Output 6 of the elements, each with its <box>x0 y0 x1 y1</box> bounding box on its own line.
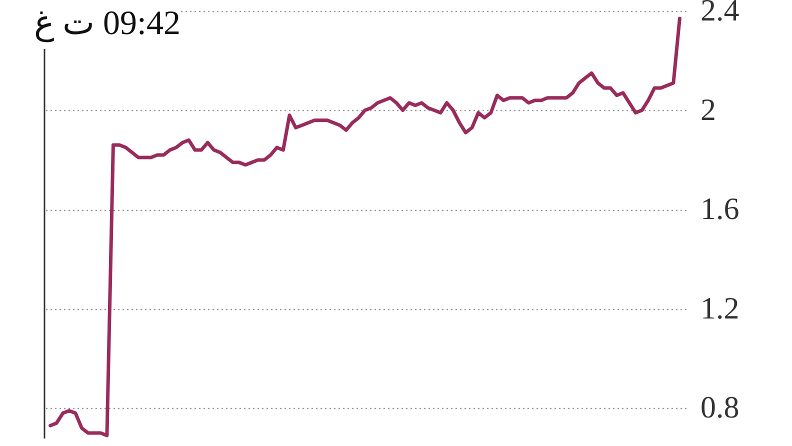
y-tick-label: 1.2 <box>700 290 740 326</box>
y-tick-label: 2.4 <box>700 0 740 28</box>
y-tick-label: 0.8 <box>700 390 740 425</box>
annotation: 09:42 ت غ <box>34 2 180 49</box>
y-tick-label: 2 <box>700 92 716 127</box>
y-tick-label: 1.6 <box>700 191 740 226</box>
